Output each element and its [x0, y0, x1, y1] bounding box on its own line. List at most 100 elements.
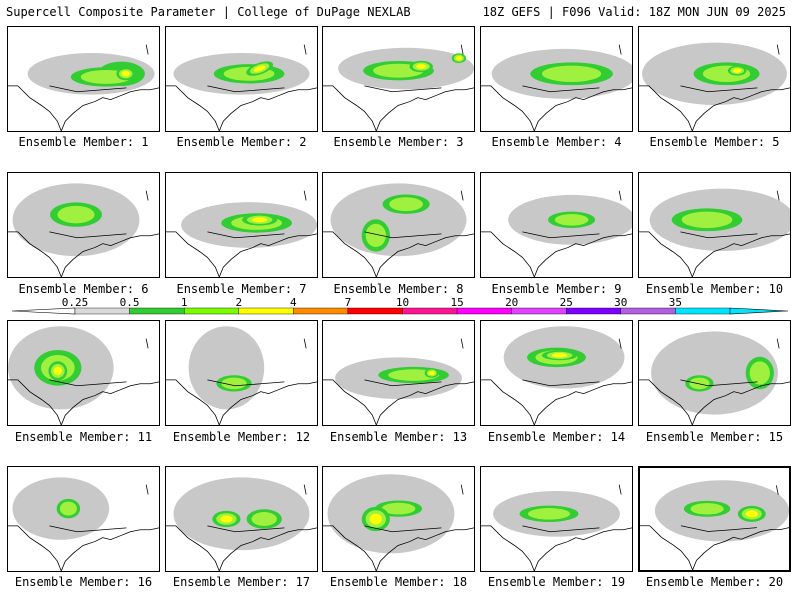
coastline-border — [323, 85, 474, 131]
ensemble-panel-7[interactable] — [165, 172, 318, 278]
ensemble-panel-13[interactable] — [322, 320, 475, 426]
lake-shoreline — [618, 484, 622, 495]
ensemble-member-label: Ensemble Member: 15 — [645, 430, 784, 444]
legend-swatch — [675, 307, 731, 315]
ensemble-member-label: Ensemble Member: 2 — [176, 135, 307, 149]
ensemble-member-label: Ensemble Member: 9 — [491, 282, 622, 296]
scp-contour-level-3 — [246, 509, 282, 529]
scp-map-13 — [323, 321, 474, 425]
ensemble-member-label: Ensemble Member: 18 — [329, 575, 468, 589]
coastline-border — [8, 85, 159, 131]
scp-map-6 — [8, 173, 159, 277]
scp-map-4 — [481, 27, 632, 131]
lake-shoreline — [776, 190, 780, 201]
legend-tick-label: 25 — [560, 297, 573, 309]
scp-contour-level-1 — [330, 183, 467, 257]
scp-map-5 — [639, 27, 790, 131]
scp-map-17 — [166, 467, 317, 571]
scp-fill-level-4 — [733, 68, 742, 73]
ensemble-member-label: Ensemble Member: 13 — [329, 430, 468, 444]
ensemble-panel-8[interactable] — [322, 172, 475, 278]
ensemble-member-label: Ensemble Member: 17 — [172, 575, 311, 589]
ensemble-panel-2[interactable] — [165, 26, 318, 132]
lake-shoreline — [145, 44, 149, 55]
ensemble-panel-10[interactable] — [638, 172, 791, 278]
ensemble-panel-6[interactable] — [7, 172, 160, 278]
scp-map-14 — [481, 321, 632, 425]
ensemble-panel-20[interactable] — [638, 466, 791, 572]
color-legend-bar: 0.25 0.5 1 2 4 7 10 15 20 25 30 35 — [11, 297, 789, 315]
scp-fill-level-3 — [389, 197, 423, 212]
run-info: 18Z GEFS | F096 Valid: 18Z MON JUN 09 20… — [482, 5, 786, 19]
scp-fill-level-3 — [541, 65, 602, 82]
scp-fill-level-4 — [53, 366, 62, 376]
scp-contour-level-3 — [361, 219, 390, 252]
coastline-border — [166, 525, 317, 571]
lake-shoreline — [303, 338, 307, 349]
lake-shoreline — [618, 190, 622, 201]
scp-contour-level-4 — [241, 214, 278, 226]
scp-map-8 — [323, 173, 474, 277]
scp-contour-level-3 — [50, 202, 102, 227]
ensemble-panel-1[interactable] — [7, 26, 160, 132]
scp-fill-level-3 — [690, 503, 724, 515]
legend-swatch — [402, 307, 458, 315]
scp-contour-level-3 — [382, 194, 430, 214]
coastline-border — [323, 379, 474, 425]
ensemble-member-label: Ensemble Member: 6 — [18, 282, 149, 296]
coastline-border — [8, 525, 159, 571]
ensemble-panel-4[interactable] — [480, 26, 633, 132]
lake-shoreline — [145, 484, 149, 495]
legend-tick-label: 0.25 — [62, 297, 89, 309]
lake-shoreline — [303, 190, 307, 201]
scp-contour-level-4 — [361, 506, 390, 532]
lake-shoreline — [776, 338, 780, 349]
legend-swatch — [456, 307, 512, 315]
scp-fill-level-4 — [416, 64, 427, 69]
lake-shoreline — [145, 190, 149, 201]
ensemble-panel-15[interactable] — [638, 320, 791, 426]
coastline-border — [481, 85, 632, 131]
scp-contour-level-4 — [246, 61, 274, 76]
coastline-border — [323, 231, 474, 277]
ensemble-member-label: Ensemble Member: 5 — [649, 135, 780, 149]
ensemble-panel-11[interactable] — [7, 320, 160, 426]
ensemble-panel-14[interactable] — [480, 320, 633, 426]
ensemble-panel-5[interactable] — [638, 26, 791, 132]
ensemble-panel-19[interactable] — [480, 466, 633, 572]
ensemble-panel-17[interactable] — [165, 466, 318, 572]
ensemble-member-label: Ensemble Member: 14 — [487, 430, 626, 444]
ensemble-panel-16[interactable] — [7, 466, 160, 572]
ensemble-panel-12[interactable] — [165, 320, 318, 426]
scp-fill-level-4 — [369, 513, 382, 525]
ensemble-member-label: Ensemble Member: 11 — [14, 430, 153, 444]
lake-shoreline — [460, 190, 464, 201]
ensemble-member-label: Ensemble Member: 20 — [645, 575, 784, 589]
scp-map-3 — [323, 27, 474, 131]
scp-fill-level-1 — [651, 331, 778, 415]
scp-contour-level-3 — [216, 375, 252, 392]
scp-fill-level-4 — [745, 510, 758, 518]
legend-swatch — [238, 307, 294, 315]
ensemble-member-label: Ensemble Member: 3 — [333, 135, 464, 149]
coastline-border — [640, 525, 789, 570]
scp-contour-level-3 — [548, 211, 596, 228]
ensemble-member-label: Ensemble Member: 7 — [176, 282, 307, 296]
scp-contour-level-4 — [727, 65, 747, 76]
scp-contour-level-3 — [685, 375, 714, 392]
scp-fill-level-3 — [689, 377, 710, 390]
scp-map-2 — [166, 27, 317, 131]
ensemble-panel-9[interactable] — [480, 172, 633, 278]
ensemble-panel-3[interactable] — [322, 26, 475, 132]
scp-map-18 — [323, 467, 474, 571]
ensemble-panel-18[interactable] — [322, 466, 475, 572]
scp-fill-level-1 — [188, 326, 265, 410]
scp-fill-level-3 — [527, 508, 571, 520]
coastline-border — [166, 231, 317, 277]
ensemble-member-label: Ensemble Member: 8 — [333, 282, 464, 296]
scp-contour-level-3 — [378, 366, 449, 384]
scp-fill-level-4 — [121, 70, 130, 77]
lake-shoreline — [145, 338, 149, 349]
coastline-border — [323, 525, 474, 571]
scp-contour-level-4 — [737, 505, 766, 522]
